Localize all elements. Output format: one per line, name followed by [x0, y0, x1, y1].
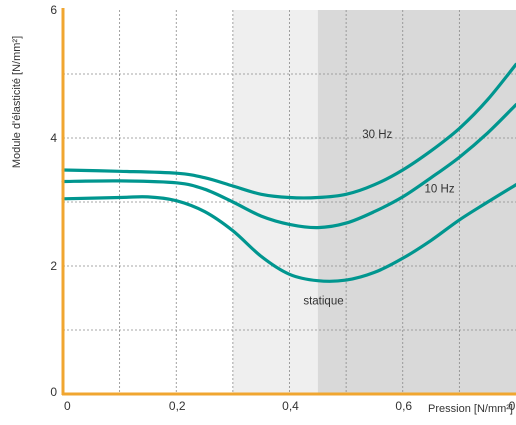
x-tick-label: 0,4 [282, 399, 299, 413]
series-label-30-hz: 30 Hz [362, 129, 392, 141]
x-tick-label: 0,2 [169, 399, 186, 413]
y-tick-label: 4 [50, 131, 57, 145]
x-tick-label: 0,6 [395, 399, 412, 413]
x-tick-label: 0 [64, 399, 71, 413]
series-curves [61, 62, 516, 283]
x-axis-title: Pression [N/mm²] [428, 403, 513, 415]
series-label-statique: statique [303, 295, 343, 307]
series-label-10-hz: 10 Hz [425, 183, 455, 195]
y-tick-label: 6 [50, 3, 57, 17]
x-tick-label: 0,8 [509, 399, 516, 413]
series-line-30-hz [61, 62, 516, 200]
gridlines [63, 10, 516, 394]
y-tick-label: 0 [50, 385, 57, 399]
tick-labels: 0 0,2 0,4 0,6 0,8 0 2 4 6 [50, 3, 516, 413]
y-axis-title: Module d'élasticité [N/mm²] [11, 36, 23, 168]
y-tick-label: 2 [50, 259, 57, 273]
series-line-10-hz [61, 103, 516, 230]
series-line-statique [61, 183, 516, 283]
series-labels: 30 Hz 10 Hz statique [303, 129, 454, 307]
axes [61, 8, 516, 396]
